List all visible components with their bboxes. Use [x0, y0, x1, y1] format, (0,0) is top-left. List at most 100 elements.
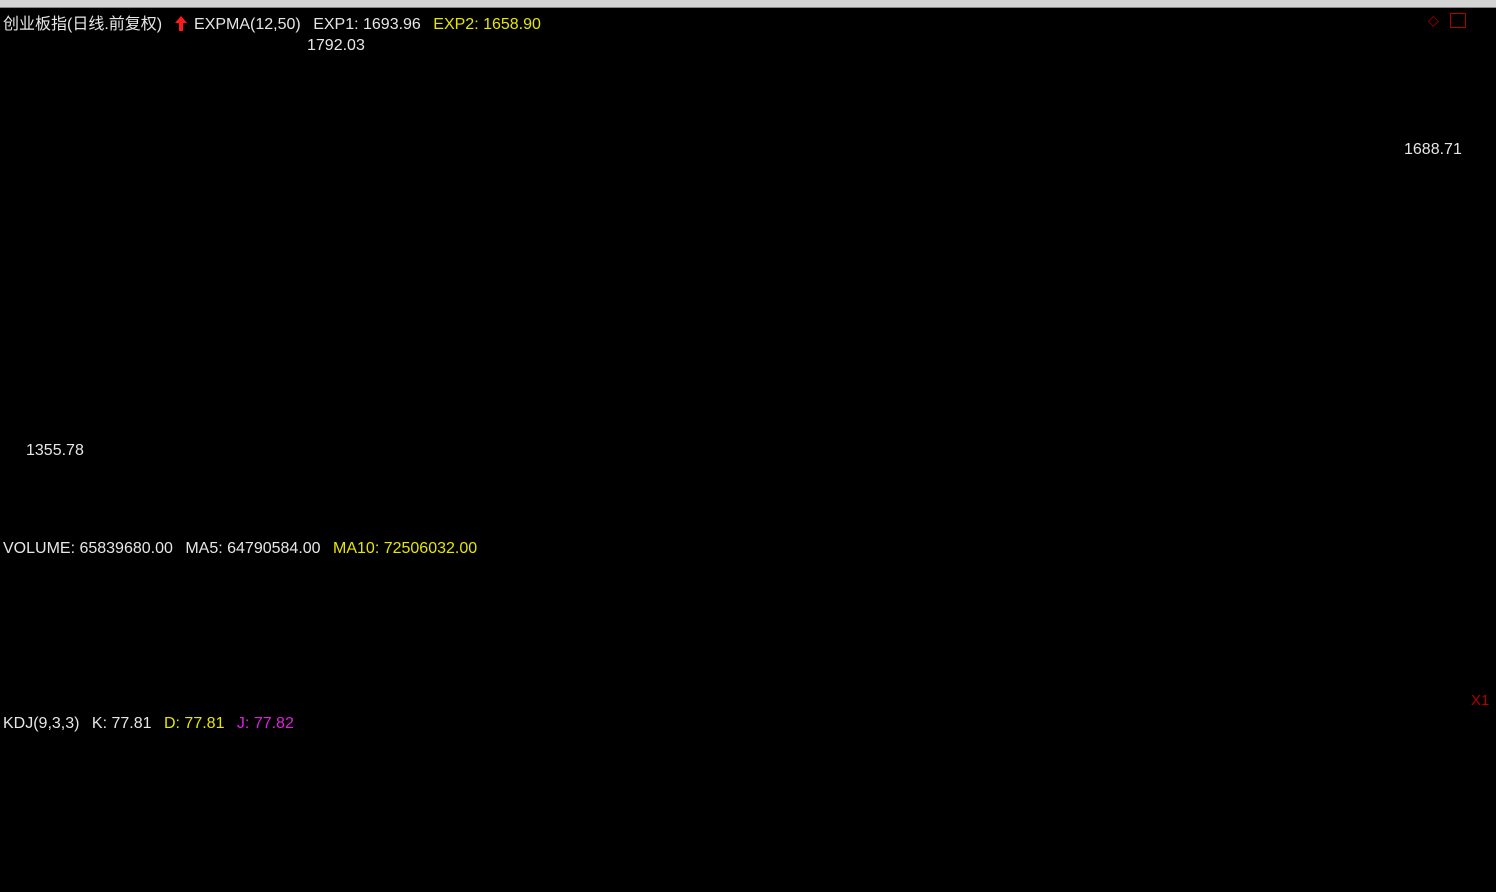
candle-body: [145, 61, 154, 133]
candle-body: [771, 246, 780, 281]
trend-line: [68, 260, 1463, 519]
candle-body: [1377, 136, 1386, 156]
volume-bar: [993, 643, 1003, 711]
candle-body: [347, 115, 356, 133]
candle-body: [105, 177, 113, 262]
candle-body: [64, 279, 73, 308]
sell-signal-arrow-icon: [1029, 160, 1047, 177]
exp2-value: EXP2: 1658.90: [433, 16, 541, 33]
volume-bar: [387, 614, 397, 711]
red-up-arrow-icon: [174, 16, 187, 31]
sell-signal-arrow-icon: [908, 197, 926, 213]
candle-body: [509, 316, 517, 338]
volume-bar: [670, 639, 680, 711]
chart-title: 创业板指(日线.前复权): [3, 16, 163, 33]
sell-signal-arrow-icon: [120, 91, 138, 107]
trend-line: [7, 101, 1463, 416]
candle-body: [589, 325, 598, 354]
candle-body: [1438, 104, 1447, 133]
candle-body: [24, 408, 33, 444]
volume-bar: [1417, 645, 1427, 711]
volume-bar: [286, 606, 296, 711]
volume-bar: [649, 637, 659, 711]
buy-signal-arrow-icon: [1172, 166, 1187, 181]
volume-bar: [1154, 614, 1164, 711]
candle-body: [852, 269, 861, 294]
volume-bar: [1215, 628, 1225, 711]
candle-body: [1054, 200, 1063, 216]
low-price-label: 1355.78: [26, 442, 84, 459]
volume-bar: [1195, 626, 1205, 711]
candle-body: [84, 260, 93, 281]
volume-bar: [892, 647, 902, 711]
candle-body: [832, 269, 841, 290]
volume-bar: [932, 652, 942, 711]
candle-body: [387, 117, 396, 133]
volume-bar: [771, 637, 781, 711]
candle-body: [892, 251, 901, 271]
candle-body: [1135, 99, 1144, 142]
candle-body: [569, 316, 578, 327]
sell-signal-arrow-icon: [1151, 82, 1168, 98]
volume-bar: [952, 647, 962, 711]
volume-bar: [1033, 628, 1043, 711]
volume-bar: [144, 559, 154, 711]
volume-bar: [851, 643, 861, 711]
diamond-icon[interactable]: ◇: [1428, 12, 1439, 28]
candle-body: [468, 292, 477, 327]
volume-bar: [1316, 641, 1326, 711]
volume-bar: [750, 628, 760, 711]
volume-bar: [346, 621, 356, 711]
volume-bar: [1235, 637, 1245, 711]
candle-body: [286, 57, 295, 69]
volume-bar: [589, 645, 599, 711]
candle-body: [428, 196, 437, 299]
volume-bar: [528, 642, 538, 711]
kdj-d-line: [7, 763, 1443, 859]
high-price-label: 1792.03: [307, 37, 365, 54]
window-top-edge: [0, 0, 1496, 8]
candle-body: [488, 292, 497, 318]
buy-signal-arrow-icon: [586, 378, 601, 393]
volume-bar: [165, 595, 175, 711]
volume-bar: [973, 645, 983, 711]
indicator-name: EXPMA(12,50): [194, 16, 301, 33]
candle-body: [246, 131, 255, 188]
volume-bar: [3, 637, 13, 711]
volume-bar: [1134, 606, 1144, 711]
candle-body: [751, 246, 760, 290]
kdj-j-line: [7, 734, 1443, 889]
volume-bar: [367, 618, 377, 711]
kdj-name: KDJ(9,3,3): [3, 715, 80, 732]
candle-body: [1195, 131, 1204, 142]
volume-bar: [488, 639, 498, 711]
candle-body: [185, 127, 194, 152]
candle-body: [1094, 186, 1103, 198]
candle-body: [529, 336, 538, 353]
volume-bar: [872, 645, 882, 711]
volume-bar: [1114, 611, 1124, 711]
volume-bar: [1094, 621, 1104, 711]
volume-bar: [1397, 641, 1407, 711]
candle-body: [4, 442, 12, 458]
sell-signal-arrow-icon: [726, 248, 744, 264]
volume-bar: [205, 611, 215, 711]
candle-body: [367, 115, 376, 119]
sell-signal-arrow-icon: [1373, 96, 1390, 112]
candle-body: [549, 316, 558, 353]
k-value: K: 77.81: [91, 715, 152, 732]
ma10-value: MA10: 72506032.00: [333, 540, 478, 557]
candle-body: [953, 283, 962, 308]
candle-body: [670, 325, 679, 359]
candle-body: [933, 237, 942, 285]
volume-bar: [1053, 635, 1063, 711]
volume-bar: [690, 635, 700, 711]
volume-bar: [1296, 637, 1306, 711]
candle-body: [1034, 200, 1043, 225]
volume-bar: [1356, 639, 1366, 711]
layout-icon[interactable]: [1450, 13, 1466, 28]
sell-signal-arrow-icon: [747, 206, 764, 223]
volume-bar: [306, 611, 316, 711]
candle-body: [1357, 154, 1366, 170]
